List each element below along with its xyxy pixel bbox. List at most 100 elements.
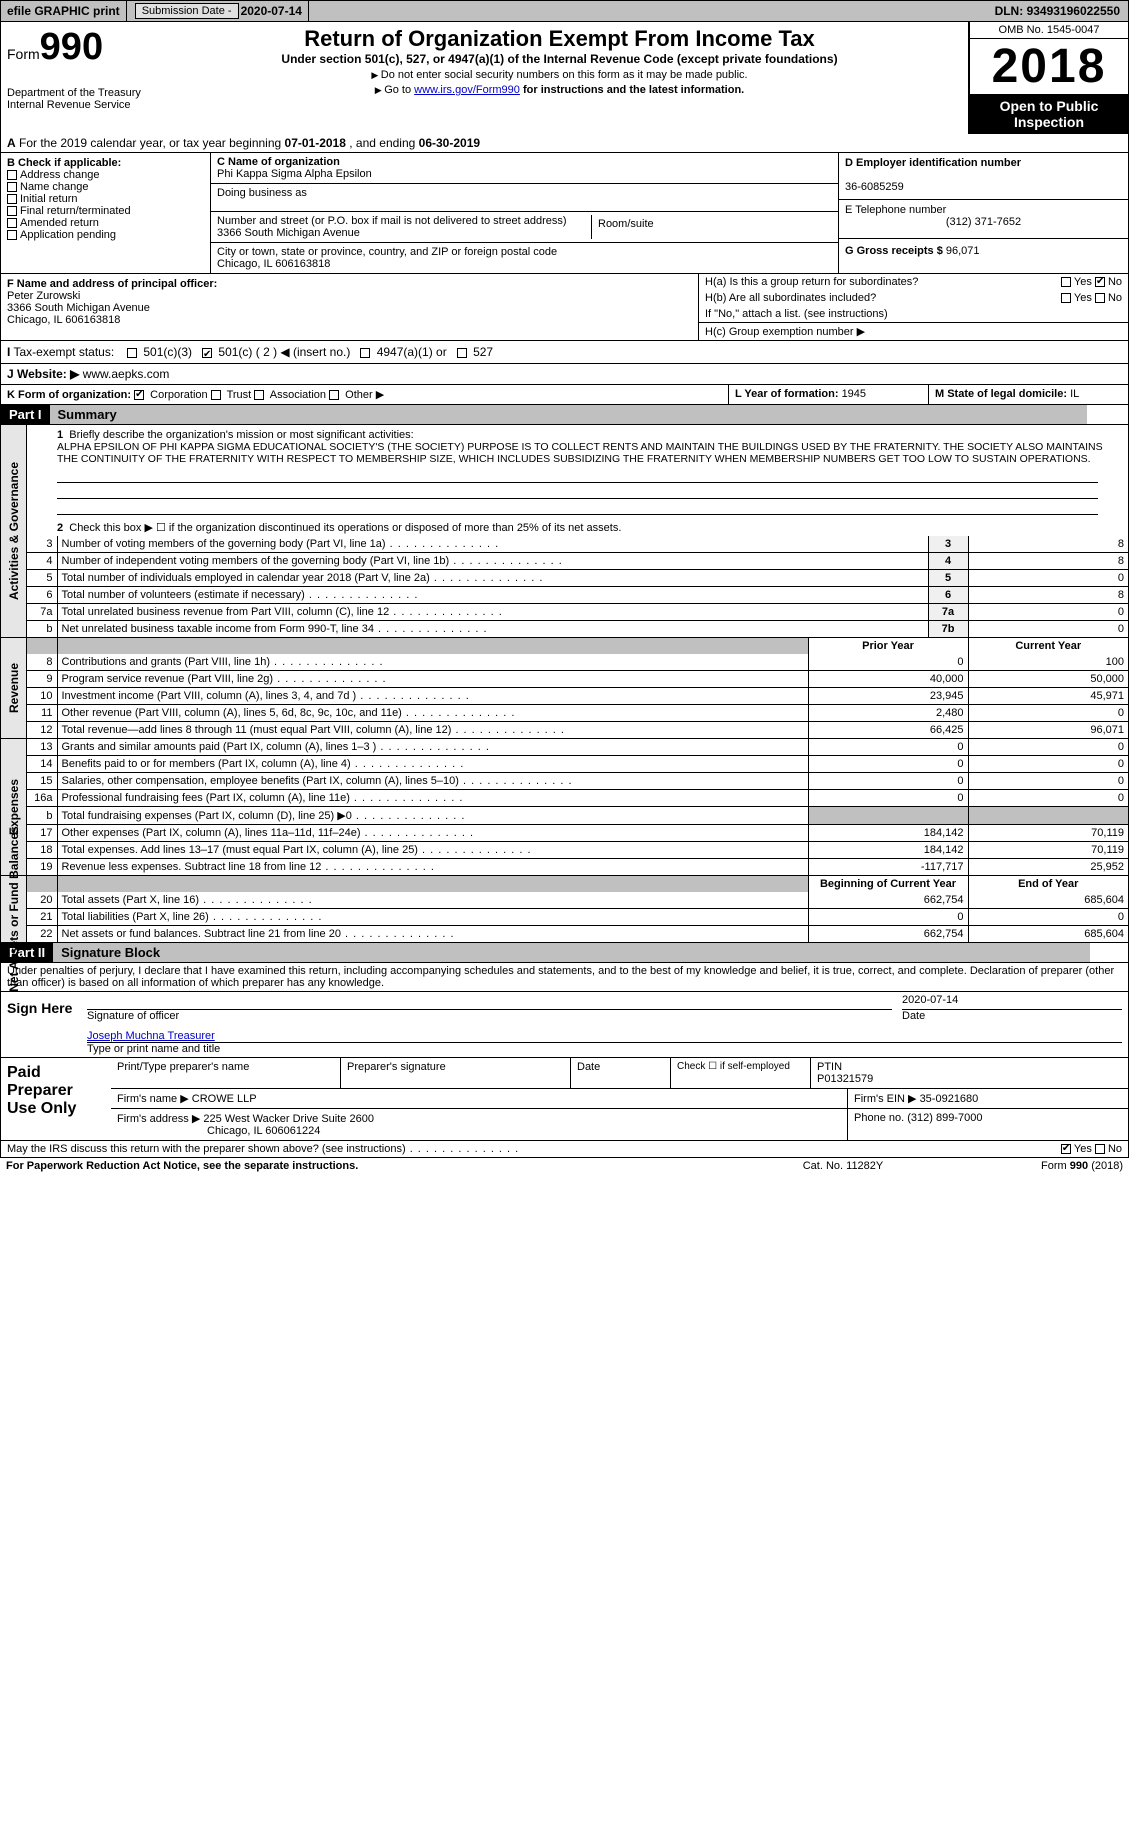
ein-lbl: D Employer identification number: [845, 157, 1021, 169]
cb-ha-yes[interactable]: [1061, 277, 1071, 287]
row-lbl: Total unrelated business revenue from Pa…: [57, 604, 928, 621]
row-prior: 0: [808, 654, 968, 671]
line-a-period: A For the 2019 calendar year, or tax yea…: [0, 134, 1129, 153]
hb-lbl: H(b) Are all subordinates included?: [705, 292, 876, 304]
row-prior: 0: [808, 909, 968, 926]
cb-discuss-yes[interactable]: [1061, 1144, 1071, 1154]
k-assoc: Association: [270, 389, 326, 401]
cb-corp[interactable]: [134, 390, 144, 400]
ein-value: 36-6085259: [845, 181, 904, 193]
goto-pre: Go to: [384, 84, 414, 96]
cb-address-change[interactable]: [7, 170, 17, 180]
row-lbl: Other revenue (Part VIII, column (A), li…: [57, 705, 808, 722]
date-lbl: Date: [902, 1010, 925, 1022]
cb-4947[interactable]: [360, 348, 370, 358]
org-name-cell: C Name of organization Phi Kappa Sigma A…: [211, 153, 838, 184]
row-current: 50,000: [968, 671, 1128, 688]
row-prior: 184,142: [808, 825, 968, 842]
side-na-text: Net Assets or Fund Balances: [7, 826, 21, 992]
cb-trust[interactable]: [211, 390, 221, 400]
hdr-prior: Prior Year: [808, 638, 968, 654]
row-current: 0: [968, 756, 1128, 773]
side-rev-text: Revenue: [7, 663, 21, 713]
row-box: 7b: [928, 621, 968, 638]
cb-final[interactable]: [7, 206, 17, 216]
self-emp-hdr: Check ☐ if self-employed: [671, 1058, 811, 1088]
i-o4: 527: [473, 345, 493, 359]
return-title: Return of Organization Exempt From Incom…: [159, 26, 960, 52]
cb-hb-no[interactable]: [1095, 293, 1105, 303]
sig-officer-lbl: Signature of officer: [87, 1010, 179, 1022]
cb-527[interactable]: [457, 348, 467, 358]
city-state-zip: Chicago, IL 606163818: [217, 258, 330, 270]
form-number: Form990: [7, 26, 145, 69]
row-prior: -117,717: [808, 859, 968, 876]
exp-table: 13 Grants and similar amounts paid (Part…: [27, 739, 1128, 875]
row-lbl: Number of voting members of the governin…: [57, 536, 928, 553]
row-box: 7a: [928, 604, 968, 621]
row-lbl: Total fundraising expenses (Part IX, col…: [57, 807, 808, 825]
i-o1: 501(c)(3): [143, 345, 192, 359]
cb-ha-no[interactable]: [1095, 277, 1105, 287]
form-ref: Form 990 (2018): [943, 1160, 1123, 1172]
ptin-value: P01321579: [817, 1073, 873, 1085]
cb-501c3[interactable]: [127, 348, 137, 358]
ha-lbl: H(a) Is this a group return for subordin…: [705, 276, 918, 288]
telephone: (312) 371-7652: [845, 216, 1122, 228]
row-box: 3: [928, 536, 968, 553]
firm-lbl: Firm's name ▶: [117, 1093, 189, 1105]
opt-initial: Initial return: [20, 193, 77, 205]
prep-sig-hdr: Preparer's signature: [341, 1058, 571, 1088]
cb-assoc[interactable]: [254, 390, 264, 400]
row-current: 70,119: [968, 842, 1128, 859]
row-lbl: Contributions and grants (Part VIII, lin…: [57, 654, 808, 671]
tax-year: 2018: [970, 39, 1128, 94]
website-row: J Website: ▶ www.aepks.com: [0, 364, 1129, 385]
cb-other[interactable]: [329, 390, 339, 400]
irs-link[interactable]: www.irs.gov/Form990: [414, 84, 520, 96]
cb-name-change[interactable]: [7, 182, 17, 192]
row-val: 0: [968, 621, 1128, 638]
gross-receipts: 96,071: [946, 245, 980, 257]
row-lbl: Number of independent voting members of …: [57, 553, 928, 570]
l-lbl: L Year of formation:: [735, 388, 842, 400]
hdr-begin: Beginning of Current Year: [808, 876, 968, 892]
h-b: H(b) Are all subordinates included? Yes …: [699, 290, 1128, 306]
row-box: 5: [928, 570, 968, 587]
row-prior: [808, 807, 968, 825]
side-na: Net Assets or Fund Balances: [1, 876, 27, 942]
section-expenses: Expenses 13 Grants and similar amounts p…: [0, 739, 1129, 876]
paid-title: Paid Preparer Use Only: [1, 1058, 111, 1140]
firm-name: CROWE LLP: [192, 1093, 257, 1105]
k-l-m-row: K Form of organization: Corporation Trus…: [0, 385, 1129, 405]
col-d: D Employer identification number 36-6085…: [838, 153, 1128, 273]
row-val: 8: [968, 553, 1128, 570]
room-lbl: Room/suite: [598, 218, 654, 230]
officer-typed-name[interactable]: Joseph Muchna Treasurer: [87, 1030, 215, 1042]
m-lbl: M State of legal domicile:: [935, 388, 1070, 400]
row-prior: 662,754: [808, 892, 968, 909]
cb-501c[interactable]: [202, 348, 212, 358]
section-governance: Activities & Governance 1 Briefly descri…: [0, 425, 1129, 638]
row-num: 13: [27, 739, 57, 756]
firm-ein-lbl: Firm's EIN ▶: [854, 1093, 917, 1105]
street-address: 3366 South Michigan Avenue: [217, 227, 360, 239]
row-lbl: Total number of volunteers (estimate if …: [57, 587, 928, 604]
row-num: 6: [27, 587, 57, 604]
cb-discuss-no[interactable]: [1095, 1144, 1105, 1154]
section-revenue: Revenue Prior YearCurrent Year 8 Contrib…: [0, 638, 1129, 739]
cb-pending[interactable]: [7, 230, 17, 240]
omb-number: OMB No. 1545-0047: [970, 22, 1128, 39]
website-url: www.aepks.com: [83, 367, 170, 381]
row-current: 0: [968, 773, 1128, 790]
blank-line-1: [57, 469, 1098, 483]
footer-row: For Paperwork Reduction Act Notice, see …: [0, 1158, 1129, 1174]
cb-initial[interactable]: [7, 194, 17, 204]
row-box: 4: [928, 553, 968, 570]
discuss-yes: Yes: [1074, 1143, 1092, 1155]
paid-preparer-block: Paid Preparer Use Only Print/Type prepar…: [0, 1058, 1129, 1141]
cb-hb-yes[interactable]: [1061, 293, 1071, 303]
gov-table: 3 Number of voting members of the govern…: [27, 536, 1128, 637]
cb-amended[interactable]: [7, 218, 17, 228]
row-num: 7a: [27, 604, 57, 621]
